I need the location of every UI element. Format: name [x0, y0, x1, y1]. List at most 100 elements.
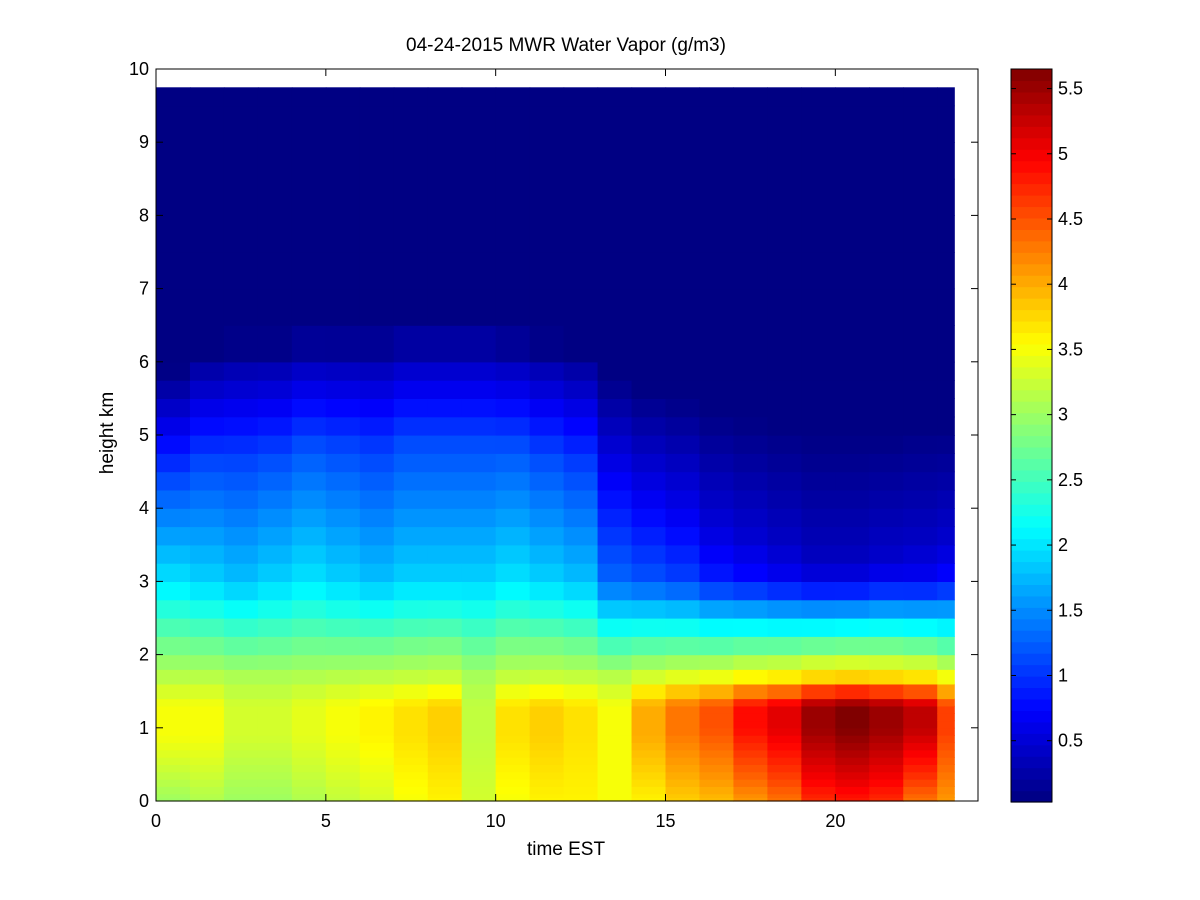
- y-tick-label: 6: [139, 352, 149, 372]
- heatmap-cell: [189, 698, 225, 707]
- heatmap-cell: [189, 720, 225, 729]
- heatmap-cell: [665, 489, 701, 509]
- heatmap-cell: [597, 793, 633, 798]
- colorbar-cell: [1011, 69, 1052, 82]
- heatmap-cell: [903, 698, 938, 707]
- heatmap-cell: [869, 683, 904, 700]
- heatmap-cell: [291, 361, 327, 381]
- heatmap-cell: [767, 361, 802, 381]
- heatmap-cell: [801, 599, 836, 619]
- heatmap-cell: [767, 489, 802, 509]
- heatmap-cell: [631, 793, 667, 798]
- heatmap-cell: [325, 797, 361, 802]
- heatmap-cell: [529, 683, 565, 700]
- heatmap-cell: [325, 544, 361, 564]
- heatmap-cell: [495, 416, 531, 436]
- colorbar-tick-label: 5: [1058, 144, 1068, 164]
- colorbar-cell: [1011, 779, 1052, 792]
- heatmap-cell: [869, 581, 904, 601]
- heatmap-cell: [359, 618, 395, 637]
- heatmap-cell: [563, 713, 599, 722]
- heatmap-cell: [393, 142, 429, 180]
- heatmap-cell: [801, 683, 836, 700]
- heatmap-cell: [733, 742, 769, 751]
- heatmap-cell: [461, 416, 497, 436]
- heatmap-cell: [597, 720, 633, 729]
- heatmap-cell: [597, 105, 633, 143]
- heatmap-cell: [461, 757, 497, 765]
- heatmap-cell: [325, 713, 361, 722]
- heatmap-cell: [291, 563, 327, 582]
- heatmap-cell: [156, 618, 191, 637]
- heatmap-cell: [393, 720, 429, 729]
- colorbar-cell: [1011, 343, 1052, 356]
- heatmap-cell: [631, 683, 667, 700]
- heatmap-cell: [665, 471, 701, 491]
- heatmap-cell: [223, 636, 259, 656]
- heatmap-cell: [903, 508, 938, 528]
- heatmap-cell: [529, 471, 565, 491]
- heatmap-cell: [665, 742, 701, 751]
- heatmap-cell: [529, 178, 565, 216]
- heatmap-cell: [665, 771, 701, 780]
- heatmap-cell: [767, 779, 802, 787]
- heatmap-cell: [937, 669, 955, 685]
- heatmap-cell: [393, 713, 429, 722]
- heatmap-cell: [427, 720, 463, 729]
- heatmap-cell: [733, 786, 769, 795]
- heatmap-cell: [325, 178, 361, 216]
- heatmap-cell: [903, 669, 938, 685]
- heatmap-cell: [597, 252, 633, 290]
- heatmap-cell: [359, 544, 395, 564]
- heatmap-cell: [156, 669, 191, 685]
- y-tick-label: 3: [139, 571, 149, 591]
- heatmap-cell: [427, 713, 463, 722]
- colorbar-cell: [1011, 412, 1052, 425]
- heatmap-cell: [631, 526, 667, 546]
- heatmap-cell: [903, 142, 938, 180]
- heatmap-cell: [156, 252, 191, 290]
- heatmap-cell: [223, 563, 259, 582]
- heatmap-cell: [835, 618, 870, 637]
- heatmap-cell: [767, 544, 802, 564]
- heatmap-cell: [495, 288, 531, 326]
- colorbar-cell: [1011, 149, 1052, 162]
- heatmap-cell: [461, 398, 497, 418]
- heatmap-cell: [427, 771, 463, 780]
- heatmap-cell: [869, 215, 904, 253]
- heatmap-cell: [189, 669, 225, 685]
- colorbar-cell: [1011, 378, 1052, 391]
- heatmap-cell: [699, 599, 735, 619]
- heatmap-cell: [767, 757, 802, 765]
- colorbar-cell: [1011, 114, 1052, 127]
- heatmap-cell: [529, 599, 565, 619]
- heatmap-cell: [291, 749, 327, 758]
- heatmap-cell: [801, 654, 836, 670]
- heatmap-cell: [869, 544, 904, 564]
- y-tick-label: 8: [139, 205, 149, 225]
- heatmap-cell: [903, 764, 938, 773]
- heatmap-cell: [189, 489, 225, 509]
- heatmap-cell: [359, 669, 395, 685]
- heatmap-cell: [733, 142, 769, 180]
- heatmap-cell: [835, 380, 870, 399]
- heatmap-cell: [631, 599, 667, 619]
- heatmap-cell: [156, 599, 191, 619]
- heatmap-cell: [359, 720, 395, 729]
- heatmap-cell: [801, 698, 836, 707]
- heatmap-cell: [529, 380, 565, 399]
- heatmap-cell: [665, 142, 701, 180]
- heatmap-cell: [563, 771, 599, 780]
- heatmap-cell: [223, 489, 259, 509]
- heatmap-cell: [427, 325, 463, 363]
- heatmap-cell: [563, 105, 599, 143]
- heatmap-cell: [223, 252, 259, 290]
- heatmap-cell: [937, 526, 955, 546]
- heatmap-cell: [495, 720, 531, 729]
- heatmap-cell: [563, 87, 599, 107]
- heatmap-cell: [767, 727, 802, 736]
- heatmap-cell: [597, 361, 633, 381]
- heatmap-cell: [699, 398, 735, 418]
- heatmap-cell: [631, 563, 667, 582]
- heatmap-cell: [291, 636, 327, 656]
